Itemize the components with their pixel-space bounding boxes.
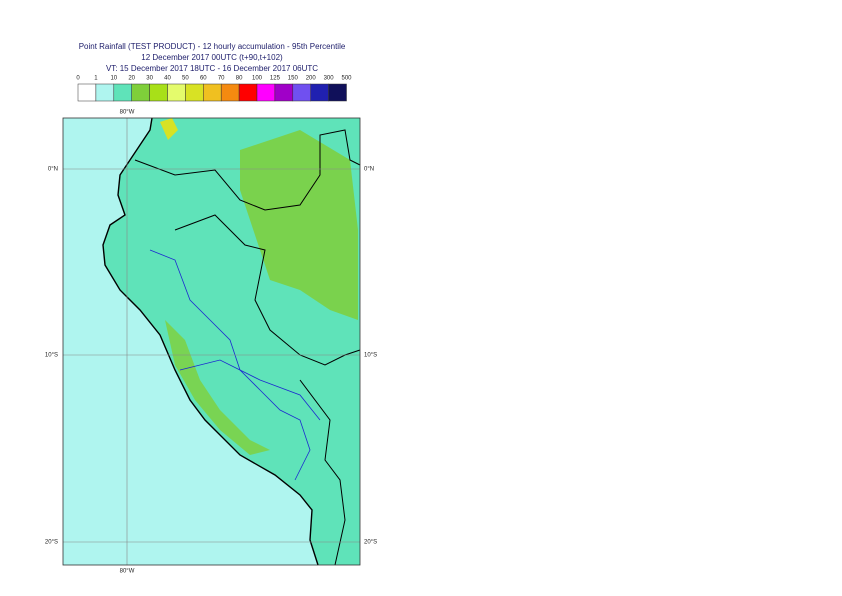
- legend-label: 500: [341, 76, 352, 82]
- legend-label: 30: [146, 76, 153, 82]
- legend-label: 70: [218, 76, 225, 82]
- legend-label: 40: [164, 76, 171, 82]
- run-time: 12 December 2017 00UTC (t+90,t+102): [141, 53, 283, 62]
- legend-swatch: [238, 83, 258, 102]
- coastline: [102, 117, 319, 566]
- lat-label: 0°N: [364, 167, 374, 173]
- lat-label: 0°N: [48, 167, 58, 173]
- legend-swatch: [77, 83, 97, 102]
- legend-swatch: [113, 83, 132, 102]
- heavy-rain: [165, 320, 270, 455]
- legend-swatch: [167, 83, 186, 102]
- legend-label: 20: [128, 76, 135, 82]
- regions: [179, 359, 321, 421]
- legend-swatch: [256, 83, 276, 102]
- lon-label: 80°W: [120, 110, 135, 116]
- legend-label: 300: [324, 76, 335, 82]
- legend-label: 60: [200, 76, 207, 82]
- legend-label: 100: [252, 76, 263, 82]
- legend-label: 125: [270, 76, 281, 82]
- legend-swatch: [149, 83, 168, 102]
- legend-label: 1: [94, 76, 98, 82]
- legend-swatch: [131, 83, 150, 102]
- lat-label: 20°S: [364, 540, 377, 546]
- validity-time: VT: 15 December 2017 18UTC - 16 December…: [106, 64, 318, 73]
- title: Point Rainfall (TEST PRODUCT) - 12 hourl…: [79, 42, 346, 51]
- border: [134, 129, 361, 211]
- lat-label: 10°S: [45, 353, 58, 359]
- legend-label: 10: [110, 76, 117, 82]
- legend: 0 1 10 20 30 40 50 60 70 80 100 125 150 200 300 500: [76, 76, 352, 102]
- legend-label: 80: [236, 76, 243, 82]
- legend-swatch: [185, 83, 204, 102]
- legend-swatch: [310, 83, 329, 102]
- lat-label: 20°S: [45, 540, 58, 546]
- lat-label: 10°S: [364, 353, 377, 359]
- frame: [62, 117, 361, 566]
- legend-swatch: [328, 83, 347, 102]
- legend-label: 200: [306, 76, 317, 82]
- legend-label: 0: [76, 76, 80, 82]
- border: [174, 214, 361, 366]
- legend-swatch: [95, 83, 115, 102]
- legend-swatch: [292, 83, 311, 102]
- lon-label: 80°W: [120, 569, 135, 575]
- legend-label: 150: [288, 76, 299, 82]
- peak-rain: [160, 118, 178, 140]
- legend-swatch: [203, 83, 222, 102]
- heavy-rain: [240, 130, 358, 320]
- map: 0°N 0°N 10°S 10°S 20°S 20°S 80°W 80°W: [45, 110, 377, 575]
- legend-label: 50: [182, 76, 189, 82]
- legend-swatch: [274, 83, 294, 102]
- border: [299, 379, 346, 566]
- legend-swatch: [220, 83, 240, 102]
